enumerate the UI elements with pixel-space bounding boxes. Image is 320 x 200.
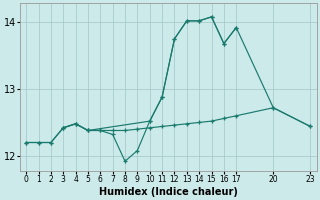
X-axis label: Humidex (Indice chaleur): Humidex (Indice chaleur) — [99, 187, 238, 197]
